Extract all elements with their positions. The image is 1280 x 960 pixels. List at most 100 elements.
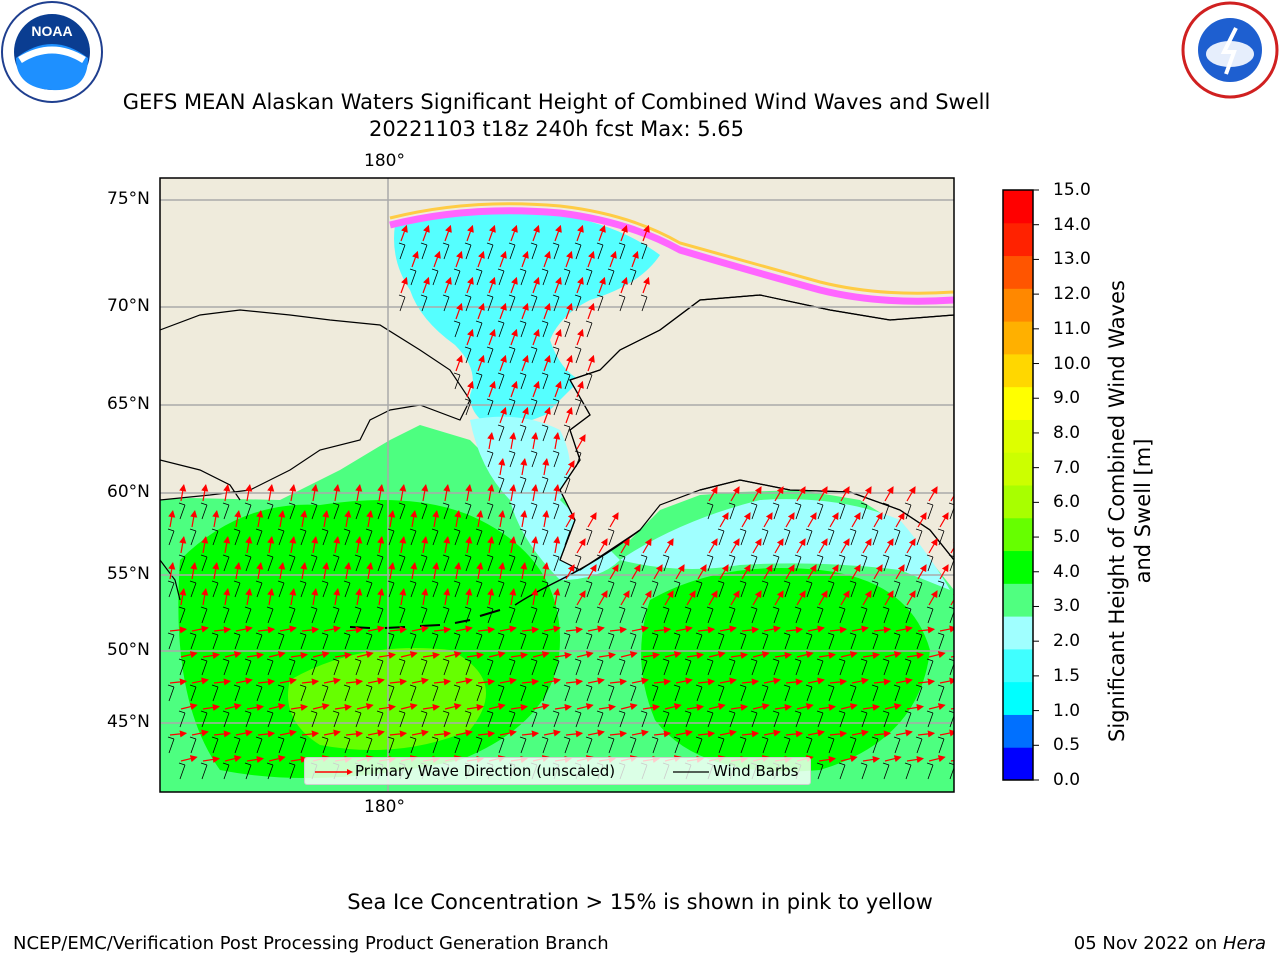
wind-barb	[640, 242, 648, 260]
wind-barb	[860, 606, 868, 624]
wind-barb	[838, 658, 846, 676]
wind-barb	[453, 580, 461, 598]
southeast-alaska-coast	[699, 479, 954, 561]
wave-direction-arrow	[609, 250, 617, 268]
wind-barb	[266, 762, 274, 780]
wind-barb	[530, 658, 538, 676]
wave-direction-arrow	[235, 677, 253, 685]
wave-direction-arrow	[532, 703, 550, 711]
wave-direction-arrow	[367, 677, 385, 685]
wind-barb	[211, 528, 219, 546]
wave-direction-arrow	[466, 224, 474, 242]
wind-barb	[585, 632, 593, 650]
wave-direction-arrow	[587, 354, 595, 372]
wind-barb	[563, 268, 571, 286]
wind-barb	[321, 684, 329, 702]
wind-barb	[354, 554, 362, 572]
wind-barb	[662, 710, 670, 728]
wind-barb	[563, 580, 571, 598]
wind-barb	[508, 242, 516, 260]
wave-direction-arrow	[224, 703, 242, 711]
wave-direction-arrow	[267, 536, 275, 554]
wave-direction-arrow	[939, 625, 954, 633]
wind-barb	[816, 710, 824, 728]
colorbar	[1002, 189, 1039, 781]
wind-barb	[552, 346, 560, 364]
wind-barb	[266, 658, 274, 676]
wave-direction-arrow	[510, 328, 518, 346]
wind-barb	[442, 554, 450, 572]
wave-direction-arrow	[928, 486, 938, 502]
wave-direction-arrow	[576, 380, 584, 398]
wind-barb	[552, 294, 560, 312]
wave-direction-arrow	[553, 484, 561, 502]
wave-direction-arrow	[543, 729, 561, 737]
wind-barb	[684, 606, 692, 624]
wave-direction-arrow	[719, 564, 729, 580]
wind-barb	[442, 658, 450, 676]
wind-barb	[772, 554, 780, 572]
wave-direction-arrow	[576, 703, 594, 711]
wind-barb	[475, 580, 483, 598]
wind-barb	[706, 554, 714, 572]
wave-direction-arrow	[895, 625, 913, 633]
nws-logo	[1181, 1, 1279, 99]
wave-direction-arrow	[213, 730, 232, 738]
wind-barb	[420, 294, 428, 312]
colorbar-segment	[1003, 714, 1033, 748]
wind-barb	[475, 528, 483, 546]
wave-direction-arrow	[389, 626, 408, 634]
wave-direction-arrow	[201, 484, 209, 502]
wind-barb	[266, 502, 274, 520]
wind-barb	[552, 658, 560, 676]
colorbar-tick-label: 9.0	[1053, 388, 1081, 409]
wind-barb	[585, 528, 593, 546]
wind-barb	[904, 658, 912, 676]
wave-direction-arrow	[829, 730, 848, 738]
wave-direction-arrow	[873, 564, 883, 580]
wind-barb	[706, 658, 714, 676]
wind-barb	[343, 684, 351, 702]
wave-direction-arrow	[510, 276, 518, 294]
wind-barb	[607, 736, 615, 754]
wave-direction-arrow	[620, 651, 638, 659]
wave-direction-arrow	[818, 703, 836, 712]
wave-direction-arrow	[565, 302, 573, 320]
wave-direction-arrow	[499, 302, 507, 320]
wind-barb	[651, 684, 659, 702]
wave-direction-arrow	[455, 354, 463, 372]
wave-direction-arrow	[421, 484, 429, 502]
wave-direction-arrow	[476, 510, 484, 528]
wave-direction-arrow	[411, 625, 429, 633]
wave-direction-arrow	[532, 380, 540, 398]
wind-barb	[783, 632, 791, 650]
wave-direction-arrow	[378, 703, 396, 712]
wind-barb	[376, 502, 384, 520]
wind-barb	[860, 762, 868, 780]
wind-barb	[442, 710, 450, 728]
wave-direction-arrow	[851, 564, 861, 580]
wave-direction-arrow	[509, 536, 517, 554]
wind-barb	[167, 528, 175, 546]
wave-direction-arrow	[609, 626, 628, 634]
wave-direction-arrow	[410, 562, 418, 580]
wind-barb	[464, 606, 472, 624]
wave-direction-arrow	[851, 625, 869, 633]
wave-direction-arrow	[290, 703, 308, 712]
wind-barb	[266, 606, 274, 624]
wave-direction-arrow	[928, 755, 946, 763]
wave-direction-arrow	[906, 590, 916, 606]
wave-direction-arrow	[796, 590, 806, 606]
wave-direction-arrow	[840, 651, 858, 659]
wave-direction-arrow	[785, 512, 795, 528]
wind-barb	[640, 658, 648, 676]
wind-barb	[508, 346, 516, 364]
wind-barb	[926, 502, 934, 520]
wave-direction-arrow	[510, 703, 528, 712]
wave-direction-arrow	[388, 562, 396, 580]
wind-barb	[398, 710, 406, 728]
colorbar-tick-label: 2.0	[1053, 631, 1081, 652]
wave-direction-arrow	[169, 730, 188, 738]
colorbar-tick-label: 10.0	[1053, 353, 1091, 374]
wind-barb	[695, 632, 703, 650]
